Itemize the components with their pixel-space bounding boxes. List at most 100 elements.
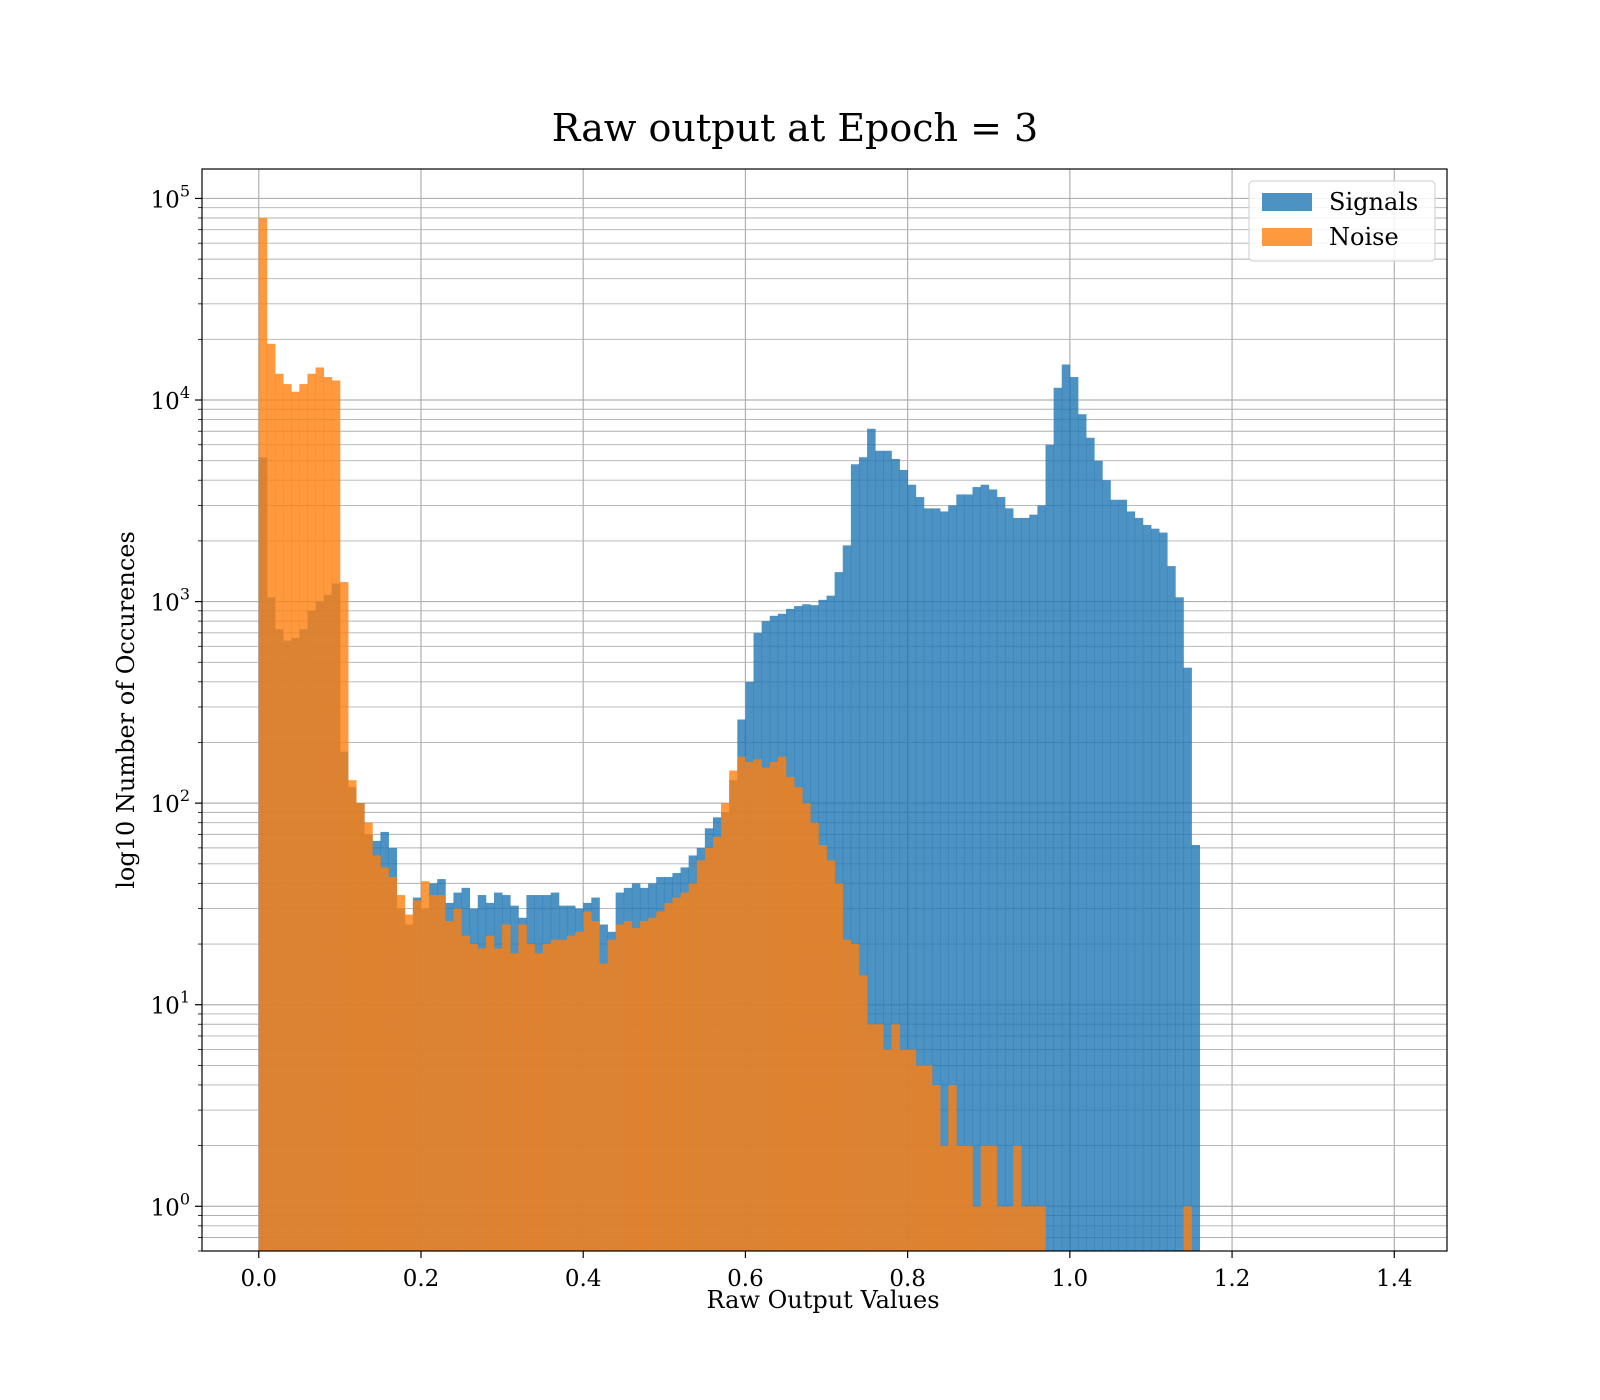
histogram-bar: [753, 759, 763, 1251]
histogram-bar: [826, 860, 836, 1251]
histogram-bar: [761, 767, 771, 1251]
histogram-bar: [810, 822, 819, 1251]
histogram-bar: [883, 450, 892, 1252]
histogram-bar: [980, 1145, 990, 1251]
histogram-bar: [850, 464, 860, 1251]
histogram-bar: [956, 494, 965, 1251]
histogram-bar: [680, 892, 690, 1251]
y-axis-label: log10 Number of Occurences: [112, 531, 140, 889]
histogram-bar: [437, 895, 446, 1251]
histogram-bar: [453, 908, 462, 1251]
histogram-bar: [347, 780, 357, 1251]
histogram-bar: [794, 787, 803, 1251]
histogram-bar: [575, 931, 584, 1251]
histogram-bar: [1029, 1206, 1038, 1251]
x-axis-ticks: 0.0 0.2 0.4 0.6 0.8 1.0 1.2 1.4: [240, 1251, 1413, 1292]
histogram-bar: [477, 948, 487, 1251]
histogram-bar: [1061, 364, 1071, 1252]
histogram-bar: [858, 975, 868, 1251]
histogram-bar: [550, 939, 560, 1251]
histogram-bar: [980, 484, 990, 1251]
histogram-bar: [802, 803, 811, 1251]
legend-swatch-noise: [1262, 228, 1312, 246]
plot-frame: [201, 168, 1448, 1252]
histogram-bar: [923, 1065, 933, 1251]
histogram-bar: [364, 822, 373, 1251]
histogram-bar: [1021, 517, 1030, 1251]
histogram-bar: [1069, 377, 1079, 1251]
histogram-bar: [996, 1206, 1006, 1251]
histogram-bar: [867, 428, 876, 1251]
histogram-bar: [769, 762, 779, 1251]
histogram-bar: [1126, 511, 1136, 1251]
histogram-bar: [737, 756, 746, 1251]
histogram-bar: [274, 373, 284, 1251]
histogram-bar: [502, 924, 511, 1251]
histogram-bar: [956, 1145, 965, 1251]
histogram-bar: [777, 756, 787, 1251]
histogram-bar: [834, 883, 844, 1251]
histogram-bar: [1021, 1206, 1030, 1251]
histogram-bar: [339, 582, 349, 1251]
histogram-bar: [1183, 667, 1192, 1251]
histogram-bar: [542, 944, 552, 1251]
histogram-bar: [307, 373, 316, 1251]
histogram-bar: [1037, 505, 1046, 1251]
histogram-bar: [1175, 597, 1184, 1251]
histogram-bar: [842, 545, 852, 1251]
histogram-bar: [664, 902, 673, 1251]
histogram-bar: [258, 217, 268, 1251]
histogram-bar: [599, 963, 608, 1251]
histogram-bar: [656, 911, 665, 1251]
histogram-bar: [558, 939, 568, 1251]
histogram-bar: [883, 1049, 892, 1251]
histogram-bar: [631, 928, 641, 1251]
x-tick-label: 1.0: [1052, 1266, 1089, 1292]
histogram-bar: [607, 939, 617, 1251]
histogram-bar: [648, 917, 657, 1251]
histogram-bar: [518, 924, 527, 1251]
x-tick-label: 1.2: [1214, 1266, 1251, 1292]
histogram-bar: [1086, 437, 1095, 1251]
y-tick-label: 104: [151, 383, 190, 415]
x-tick-label: 0.8: [889, 1266, 926, 1292]
histogram-bar: [867, 1024, 876, 1251]
histogram-bar: [445, 921, 454, 1251]
histogram-bar: [566, 935, 576, 1251]
histogram-bar: [510, 953, 519, 1251]
histogram-bar: [1110, 499, 1119, 1251]
histogram-bar: [923, 508, 933, 1252]
histogram-bar: [915, 1065, 925, 1251]
histogram-bar: [1004, 508, 1014, 1252]
y-tick-label: 100: [151, 1189, 190, 1221]
histogram-bar: [591, 921, 600, 1251]
histogram-bar: [1118, 499, 1128, 1251]
histogram-bar: [412, 900, 422, 1251]
histogram-bar: [583, 911, 592, 1251]
histogram-bar: [988, 1145, 998, 1251]
histogram-bar: [1150, 528, 1160, 1251]
legend-swatch-signals: [1262, 193, 1312, 211]
histogram-bar: [420, 881, 430, 1251]
histogram-bar: [1077, 414, 1087, 1251]
histogram-bar: [404, 914, 414, 1251]
histogram-bar: [988, 489, 998, 1251]
histogram-bar: [1045, 444, 1055, 1252]
y-tick-label: 103: [151, 585, 190, 617]
histogram-bar: [526, 944, 535, 1251]
histogram-bar: [688, 883, 698, 1251]
histogram-bar: [964, 1145, 973, 1251]
histogram-bar: [331, 380, 341, 1252]
histogram-bar: [299, 384, 308, 1251]
histogram-bar: [1053, 387, 1063, 1251]
histogram-bar: [891, 1024, 900, 1251]
histogram-bar: [721, 803, 730, 1251]
histogram-bar: [1013, 1145, 1022, 1251]
histogram-bars: [258, 217, 1201, 1252]
histogram-bar: [534, 953, 544, 1251]
y-tick-label: 101: [151, 988, 190, 1020]
histogram-bar: [899, 469, 909, 1252]
histogram-bar: [639, 921, 649, 1251]
histogram-bar: [858, 457, 868, 1251]
chart-title: Raw output at Epoch = 3: [552, 106, 1038, 150]
